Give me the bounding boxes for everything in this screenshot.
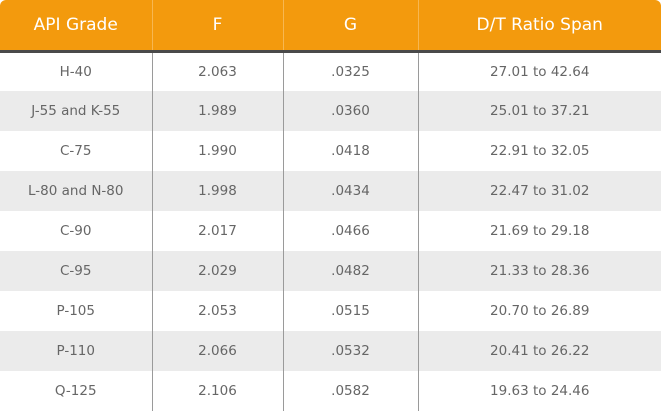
table-row: H-40 2.063.0325 27.01 to 42.64: [0, 51, 661, 91]
header-row: API Grade F G D/T Ratio Span: [0, 0, 661, 51]
cell-dt-ratio-span: 20.70 to 26.89: [417, 291, 661, 331]
cell-dt-ratio-span: 21.69 to 29.18: [417, 211, 661, 251]
cell-f: 1.990: [151, 131, 283, 171]
cell-dt-ratio-span: 21.33 to 28.36: [417, 251, 661, 291]
cell-api-grade: C-95: [0, 251, 152, 291]
table-row: P-110 2.066.0532 20.41 to 26.22: [0, 331, 661, 371]
cell-dt-ratio-span: 27.01 to 42.64: [417, 51, 661, 91]
cell-api-grade: P-105: [56, 303, 95, 319]
cell-f: 1.989: [151, 91, 283, 131]
cell-g: .0482: [282, 251, 418, 291]
table-header: API Grade F G D/T Ratio Span: [0, 0, 661, 51]
header-f: F: [151, 0, 283, 51]
cell-dt-ratio-span: 22.91 to 32.05: [417, 131, 661, 171]
cell-f: 2.053: [151, 291, 283, 331]
cell-dt-ratio-span: 19.63 to 24.46: [417, 371, 661, 411]
table-row: Q-125 2.106.0582 19.63 to 24.46: [0, 371, 661, 411]
header-api-grade: API Grade: [0, 0, 152, 51]
cell-dt-ratio-span: 22.47 to 31.02: [417, 171, 661, 211]
table-row: P-105 2.053.0515 20.70 to 26.89: [0, 291, 661, 331]
cell-f: 1.998: [151, 171, 283, 211]
cell-g: .0582: [282, 371, 418, 411]
cell-api-grade: C-90: [60, 223, 92, 239]
cell-f: 2.063: [151, 51, 283, 91]
cell-f: 2.066: [151, 331, 283, 371]
table-body: H-40 2.063.0325 27.01 to 42.64 J-55 and K-5…: [0, 51, 661, 411]
table-row: J-55 and K-55 1.989.0360 25.01 to 37.21: [0, 91, 661, 131]
cell-api-grade: P-110: [0, 331, 152, 371]
cell-api-grade: C-75: [60, 143, 92, 159]
header-dt-ratio-span: D/T Ratio Span: [417, 0, 661, 51]
cell-f: 2.106: [151, 371, 283, 411]
table-row: C-90 2.017.0466 21.69 to 29.18: [0, 211, 661, 251]
cell-api-grade: L-80 and N-80: [0, 171, 152, 211]
cell-f: 2.017: [151, 211, 283, 251]
cell-g: .0360: [282, 91, 418, 131]
cell-api-grade: H-40: [59, 63, 92, 80]
table-row: L-80 and N-80 1.998.0434 22.47 to 31.02: [0, 171, 661, 211]
cell-g: .0532: [282, 331, 418, 371]
table-row: C-75 1.990.0418 22.91 to 32.05: [0, 131, 661, 171]
cell-g: .0466: [282, 211, 418, 251]
cell-g: .0325: [282, 51, 418, 91]
header-g: G: [282, 0, 418, 51]
cell-dt-ratio-span: 20.41 to 26.22: [417, 331, 661, 371]
cell-g: .0418: [282, 131, 418, 171]
cell-dt-ratio-span: 25.01 to 37.21: [417, 91, 661, 131]
cell-api-grade: Q-125: [54, 383, 97, 399]
cell-g: .0434: [282, 171, 418, 211]
cell-g: .0515: [282, 291, 418, 331]
table-row: C-95 2.029.0482 21.33 to 28.36: [0, 251, 661, 291]
cell-api-grade: J-55 and K-55: [0, 91, 152, 131]
cell-f: 2.029: [151, 251, 283, 291]
